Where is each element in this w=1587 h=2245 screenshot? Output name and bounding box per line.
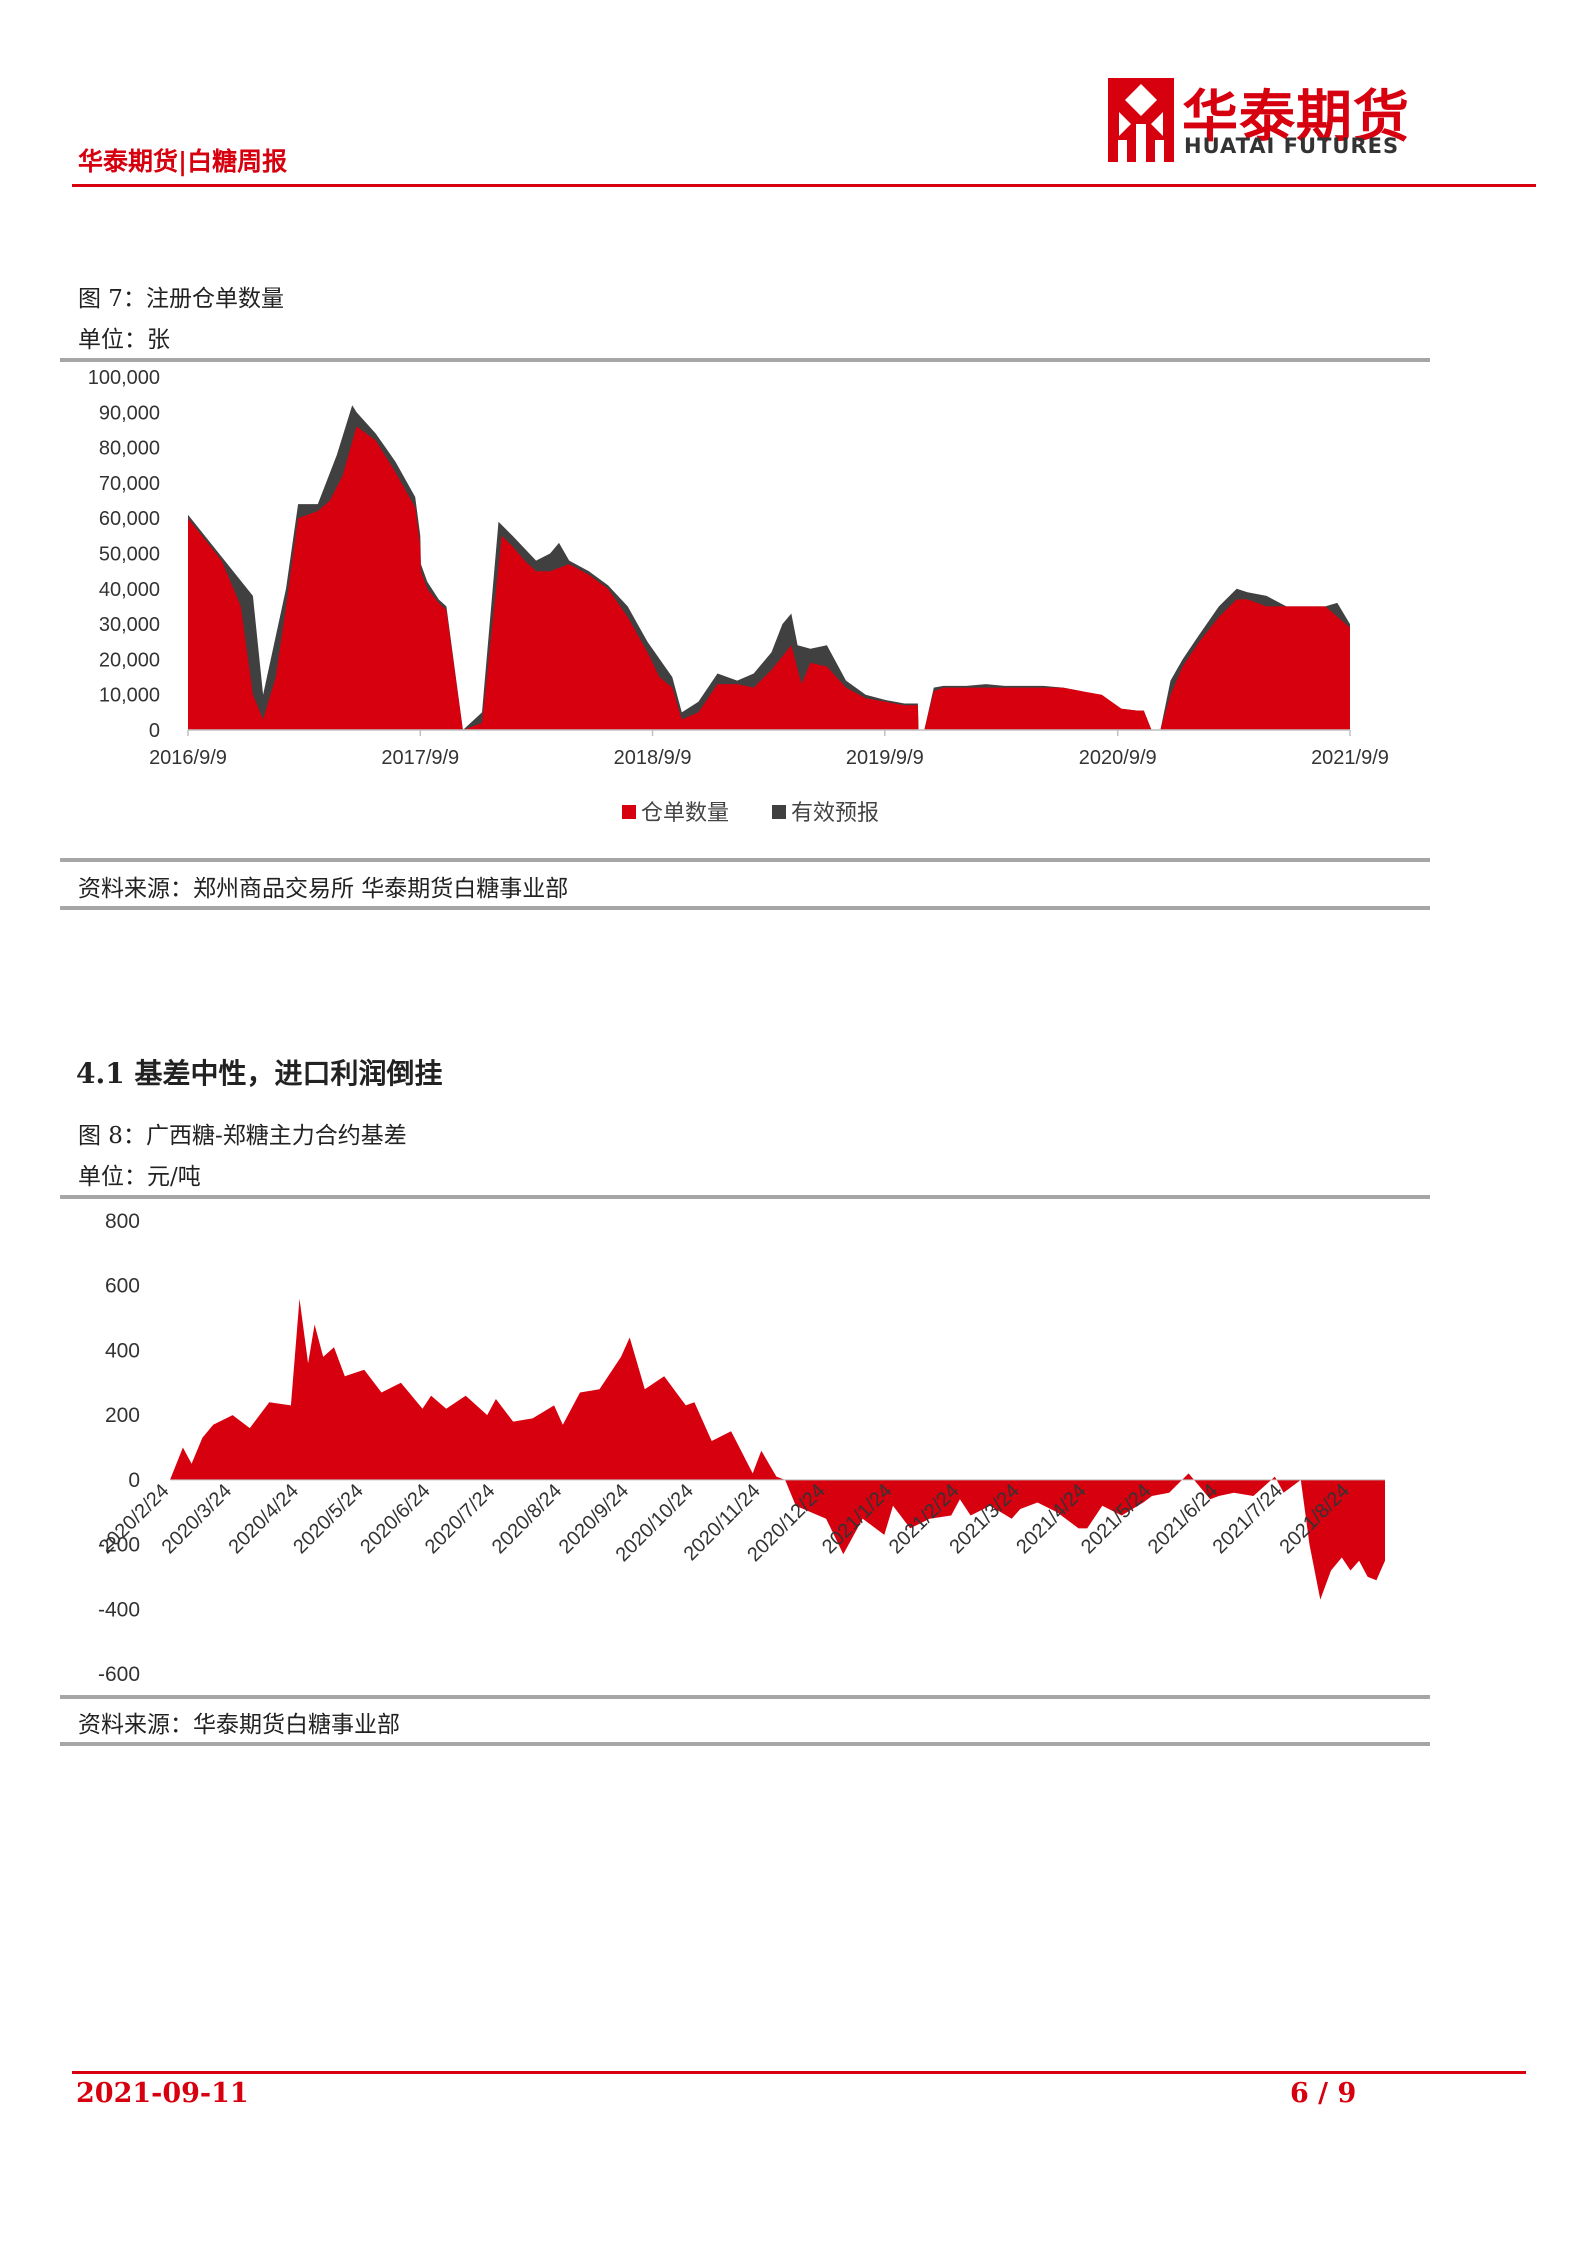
figure7-bottom-rule bbox=[60, 906, 1430, 910]
legend-label: 有效预报 bbox=[791, 800, 879, 825]
figure8-bottom-rule bbox=[60, 1742, 1430, 1746]
y-tick-label: 60,000 bbox=[99, 508, 160, 530]
figure7-mid-rule bbox=[60, 858, 1430, 862]
y-tick-label: 10,000 bbox=[99, 685, 160, 707]
legend-swatch bbox=[622, 805, 636, 819]
y-tick-label: 600 bbox=[105, 1275, 140, 1298]
figure8-mid-rule bbox=[60, 1695, 1430, 1699]
figure8-title: 图 8：广西糖-郑糖主力合约基差 bbox=[78, 1123, 407, 1149]
y-tick-label: 800 bbox=[105, 1210, 140, 1233]
y-tick-label: 40,000 bbox=[99, 579, 160, 601]
y-tick-label: -400 bbox=[98, 1598, 140, 1621]
figure8-top-rule bbox=[60, 1195, 1430, 1199]
y-tick-label: 80,000 bbox=[99, 438, 160, 460]
x-tick-label: 2018/9/9 bbox=[614, 747, 692, 769]
x-tick-label: 2019/9/9 bbox=[846, 747, 924, 769]
x-tick-label: 2020/7/24 bbox=[421, 1480, 499, 1558]
footer-page-number: 6 / 9 bbox=[1290, 2078, 1357, 2109]
section-heading: 4.1 基差中性，进口利润倒挂 bbox=[76, 1057, 443, 1090]
company-logo bbox=[1108, 78, 1174, 166]
y-tick-label: 20,000 bbox=[99, 649, 160, 671]
x-tick-label: 2020/5/24 bbox=[289, 1480, 367, 1558]
y-tick-label: 70,000 bbox=[99, 473, 160, 495]
figure7-source: 资料来源：郑州商品交易所 华泰期货白糖事业部 bbox=[78, 876, 569, 902]
header-divider bbox=[72, 184, 1536, 187]
report-header-title: 华泰期货|白糖周报 bbox=[78, 147, 288, 176]
y-tick-label: 0 bbox=[128, 1469, 140, 1492]
y-tick-label: -600 bbox=[98, 1663, 140, 1686]
y-tick-label: 0 bbox=[149, 720, 160, 742]
series-area-receipts bbox=[188, 426, 1350, 730]
figure8-unit: 单位：元/吨 bbox=[78, 1164, 201, 1190]
figure8-source: 资料来源：华泰期货白糖事业部 bbox=[78, 1712, 400, 1738]
y-tick-label: 30,000 bbox=[99, 614, 160, 636]
y-tick-label: 400 bbox=[105, 1339, 140, 1362]
logo-text-english: HUATAI FUTURES bbox=[1184, 134, 1400, 158]
logo-mark-icon bbox=[1108, 78, 1174, 162]
warehouse-receipts-chart: 0 10,000 20,000 30,000 40,000 50,000 60,000 70,… bbox=[88, 367, 1389, 825]
x-tick-label: 2020/4/24 bbox=[225, 1480, 303, 1558]
x-tick-label: 2020/8/24 bbox=[488, 1480, 566, 1558]
x-tick-label: 2021/9/9 bbox=[1311, 747, 1389, 769]
legend-swatch bbox=[772, 805, 786, 819]
y-tick-label: -200 bbox=[98, 1534, 140, 1557]
footer-divider bbox=[72, 2071, 1526, 2074]
y-tick-label: 90,000 bbox=[99, 402, 160, 424]
basis-chart: -600-400-20002004006008002020/2/242020/3… bbox=[95, 1210, 1385, 1686]
logo-text-chinese: 华泰期货 bbox=[1182, 85, 1410, 150]
y-tick-label: 200 bbox=[105, 1404, 140, 1427]
x-tick-label: 2020/9/9 bbox=[1079, 747, 1157, 769]
y-tick-label: 50,000 bbox=[99, 544, 160, 566]
y-tick-label: 100,000 bbox=[88, 367, 160, 389]
x-tick-label: 2017/9/9 bbox=[381, 747, 459, 769]
footer-date: 2021-09-11 bbox=[76, 2078, 249, 2109]
figure7-title: 图 7：注册仓单数量 bbox=[78, 286, 284, 312]
legend-label: 仓单数量 bbox=[641, 800, 729, 825]
x-tick-label: 2020/6/24 bbox=[356, 1480, 434, 1558]
x-tick-label: 2016/9/9 bbox=[149, 747, 227, 769]
figure7-unit: 单位：张 bbox=[78, 327, 170, 353]
basis-area bbox=[170, 1298, 1385, 1600]
figure7-top-rule bbox=[60, 358, 1430, 362]
